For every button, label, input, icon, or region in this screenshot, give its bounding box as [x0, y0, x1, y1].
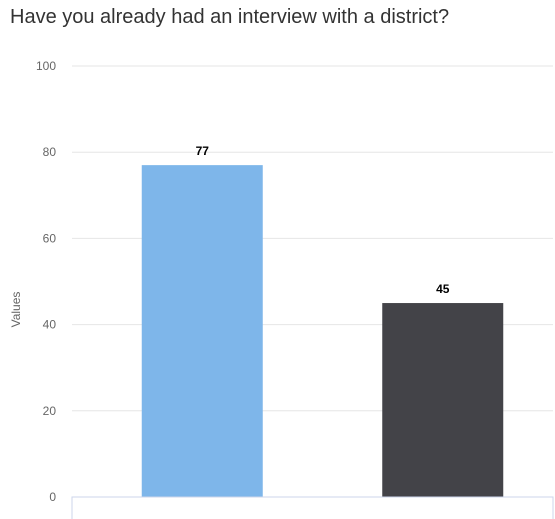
chart-title: Have you already had an interview with a… — [10, 6, 450, 28]
y-tick-label: 0 — [49, 490, 56, 504]
y-tick-label: 100 — [36, 59, 56, 73]
x-axis-frame — [71, 496, 554, 519]
y-axis-label: Values — [9, 292, 23, 328]
y-tick-label: 40 — [43, 318, 57, 332]
bar-value-label: 77 — [196, 144, 210, 158]
bar-value-label: 45 — [436, 282, 450, 296]
y-tick-label: 20 — [43, 404, 57, 418]
bar — [382, 303, 504, 497]
y-tick-label: 60 — [43, 231, 57, 245]
y-axis-ticks: 0 20 40 60 80 100 — [36, 59, 56, 504]
data-labels: 77 45 — [196, 144, 450, 296]
y-tick-label: 80 — [43, 145, 57, 159]
bar — [141, 165, 263, 497]
bars — [141, 165, 504, 497]
